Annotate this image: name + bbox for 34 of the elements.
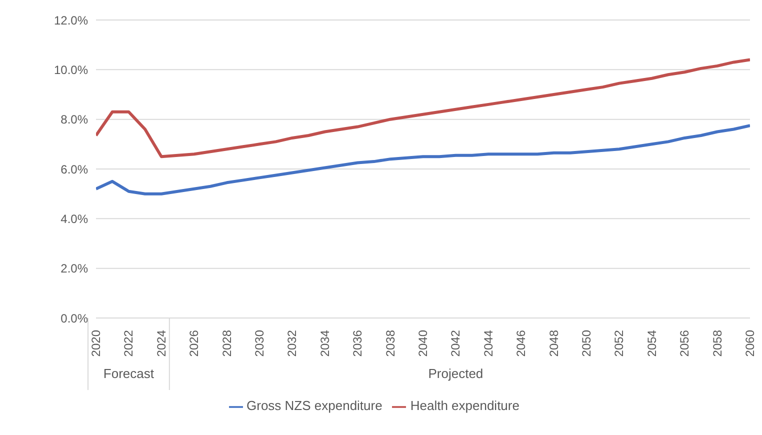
y-tick-label: 0.0%: [60, 311, 88, 326]
x-tick-label: 2048: [546, 330, 561, 357]
line-series: [96, 58, 750, 158]
x-tick-label: 2046: [514, 330, 528, 357]
legend-label: Health expenditure: [410, 398, 520, 413]
y-tick-label: 6.0%: [60, 162, 88, 176]
x-tick-label: 2054: [644, 330, 659, 357]
x-tick-label: 2036: [350, 330, 365, 357]
y-tick-label: 8.0%: [60, 112, 88, 127]
x-tick-label: 2042: [448, 330, 463, 357]
line-series: [96, 124, 750, 196]
x-tick-label: 2040: [416, 330, 430, 357]
text: Forecast: [103, 366, 154, 381]
x-tick-label: 2056: [678, 330, 692, 357]
x-tick-label: 2020: [89, 330, 103, 357]
x-tick-label: 2058: [710, 330, 724, 357]
x-tick-label: 2044: [481, 330, 496, 357]
y-tick-label: 2.0%: [60, 262, 88, 276]
x-tick-label: 2038: [383, 330, 398, 357]
y-tick-label: 4.0%: [60, 212, 88, 226]
x-tick-label: 2060: [743, 330, 757, 357]
x-tick-label: 2026: [187, 330, 202, 357]
legend-label: Gross NZS expenditure: [246, 398, 382, 413]
x-tick-label: 2028: [220, 330, 234, 357]
x-tick-label: 2052: [612, 330, 626, 357]
x-tick-label: 2022: [122, 330, 136, 357]
x-tick-label: 2034: [318, 330, 332, 357]
y-tick-label: 12.0%: [54, 13, 88, 28]
x-tick-label: 2032: [285, 330, 300, 357]
x-tick-label: 2050: [580, 330, 594, 357]
x-tick-label: 2024: [154, 330, 168, 357]
y-tick-label: 10.0%: [54, 62, 88, 77]
x-tick-label: 2030: [252, 330, 266, 357]
text: Projected: [428, 366, 484, 381]
